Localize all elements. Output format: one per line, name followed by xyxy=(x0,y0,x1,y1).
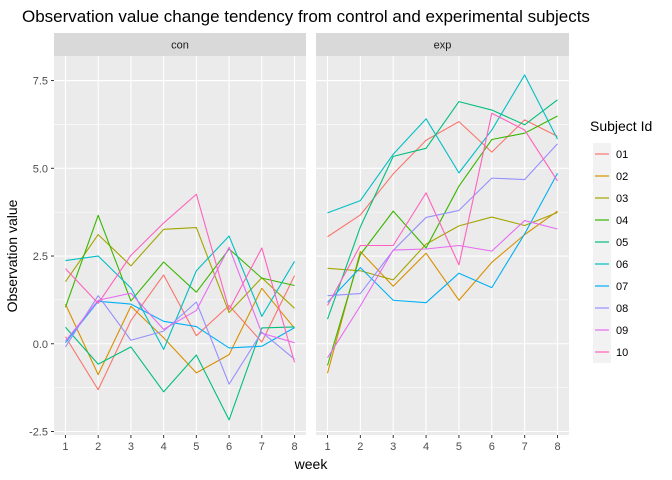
y-axis: -2.5 0.0 2.5 5.0 7.5 xyxy=(29,76,54,438)
legend-label: 07 xyxy=(616,281,628,293)
y-tick-label: 5.0 xyxy=(33,163,48,175)
series-line-con-02 xyxy=(64,287,295,376)
panel-background xyxy=(54,56,306,435)
strip-con xyxy=(54,33,306,56)
series-line-exp-06 xyxy=(327,74,558,214)
x-tick-label: 2 xyxy=(357,441,363,453)
chart-title: Observation value change tendency from c… xyxy=(22,7,590,26)
legend-label: 10 xyxy=(616,347,628,359)
x-tick-label: 8 xyxy=(554,441,560,453)
series-line-con-01 xyxy=(64,274,296,391)
series-line-exp-09 xyxy=(327,220,558,359)
legend-label: 09 xyxy=(616,325,628,337)
legend-title: Subject Id xyxy=(590,118,652,134)
strip-label-exp: exp xyxy=(434,40,452,52)
x-tick-label: 1 xyxy=(62,441,68,453)
panels: con exp xyxy=(54,33,569,435)
series-line-con-09 xyxy=(65,246,295,344)
legend-item-05: 05 xyxy=(593,231,628,253)
series-line-exp-08 xyxy=(327,143,558,297)
y-tick-label: 0.0 xyxy=(33,339,48,351)
legend-label: 06 xyxy=(616,259,628,271)
y-tick-label: -2.5 xyxy=(29,426,48,438)
legend-item-10: 10 xyxy=(593,341,628,363)
x-tick-label: 5 xyxy=(456,441,462,453)
x-tick-label: 3 xyxy=(390,441,396,453)
series-line-con-07 xyxy=(65,300,295,349)
series-line-con-04 xyxy=(64,214,295,308)
series-line-con-08 xyxy=(64,295,295,385)
strip-label-con: con xyxy=(171,40,189,52)
legend-item-09: 09 xyxy=(593,319,628,341)
x-axis-title: week xyxy=(294,456,329,472)
panel-con: con xyxy=(54,33,306,435)
legend-label: 04 xyxy=(616,215,628,227)
legend-label: 01 xyxy=(616,149,628,161)
legend-label: 05 xyxy=(616,237,628,249)
series-line-con-03 xyxy=(64,227,295,314)
x-tick-label: 5 xyxy=(193,441,199,453)
legend-label: 02 xyxy=(616,171,628,183)
x-axis: 1 2 3 4 5 6 7 8 1 2 3 4 5 6 7 8 xyxy=(62,435,561,453)
y-tick-label: 2.5 xyxy=(33,251,48,263)
x-tick-label: 6 xyxy=(489,441,495,453)
x-tick-label: 7 xyxy=(259,441,265,453)
x-tick-label: 6 xyxy=(226,441,232,453)
x-tick-label: 4 xyxy=(161,441,167,453)
legend-item-01: 01 xyxy=(593,143,628,165)
legend-label: 03 xyxy=(616,193,628,205)
legend: Subject Id 01 02 03 04 05 06 07 08 09 10 xyxy=(590,118,652,363)
legend-item-03: 03 xyxy=(593,187,628,209)
x-tick-label: 1 xyxy=(324,441,330,453)
x-tick-label: 2 xyxy=(95,441,101,453)
panel-background xyxy=(316,56,569,435)
series-line-exp-07 xyxy=(327,172,558,304)
panel-exp: exp xyxy=(316,33,569,435)
x-tick-label: 3 xyxy=(128,441,134,453)
x-tick-label: 8 xyxy=(291,441,297,453)
y-tick-label: 7.5 xyxy=(33,76,48,88)
y-axis-title: Observation value xyxy=(4,199,20,312)
legend-item-04: 04 xyxy=(593,209,628,231)
strip-exp xyxy=(316,33,569,56)
legend-item-07: 07 xyxy=(593,275,628,297)
legend-item-02: 02 xyxy=(593,165,628,187)
series-line-con-10 xyxy=(65,193,296,363)
legend-item-06: 06 xyxy=(593,253,628,275)
series-line-exp-01 xyxy=(327,119,558,238)
legend-item-08: 08 xyxy=(593,297,628,319)
series-line-exp-10 xyxy=(327,112,558,306)
series-line-exp-04 xyxy=(326,115,558,366)
x-tick-label: 7 xyxy=(522,441,528,453)
series-line-con-06 xyxy=(65,235,296,350)
series-line-exp-02 xyxy=(326,210,558,374)
x-tick-label: 4 xyxy=(423,441,429,453)
series-line-con-05 xyxy=(65,326,295,421)
legend-label: 08 xyxy=(616,303,628,315)
series-line-exp-05 xyxy=(326,99,558,320)
